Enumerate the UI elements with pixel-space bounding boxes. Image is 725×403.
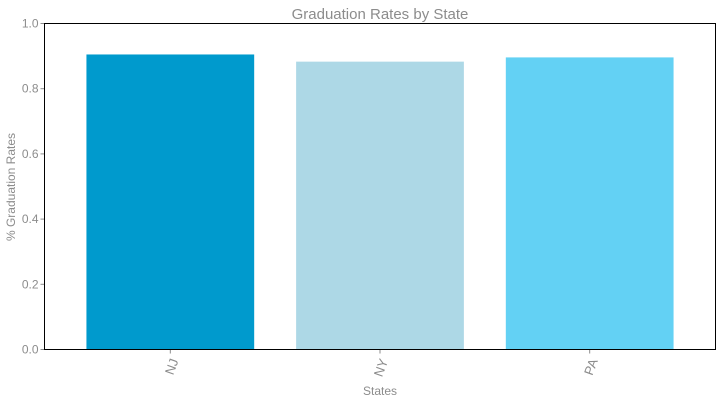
chart-title: Graduation Rates by State [292,6,469,23]
plot-frame [44,23,716,350]
y-tick-label: 1.0 [22,17,39,31]
bar-ny [296,61,464,350]
x-tick-label-nj: NJ [162,357,182,377]
y-tick-label: 0.0 [22,343,39,357]
x-axis-label: States [363,384,397,398]
y-tick-label: 0.8 [22,82,39,96]
bar-pa [505,57,674,350]
y-tick-label: 0.2 [22,277,39,291]
bar-nj [86,54,255,350]
x-tick-label-pa: PA [581,356,601,377]
y-tick-label: 0.6 [22,147,39,161]
y-tick-label: 0.4 [22,212,39,226]
x-ticks-group: NJ NY PA [162,349,601,379]
y-axis-label: % Graduation Rates [4,133,18,241]
y-ticks-group: 0.0 0.2 0.4 0.6 0.8 1.0 [22,17,45,357]
x-tick-label-ny: NY [371,356,391,378]
bars-group [86,54,674,350]
